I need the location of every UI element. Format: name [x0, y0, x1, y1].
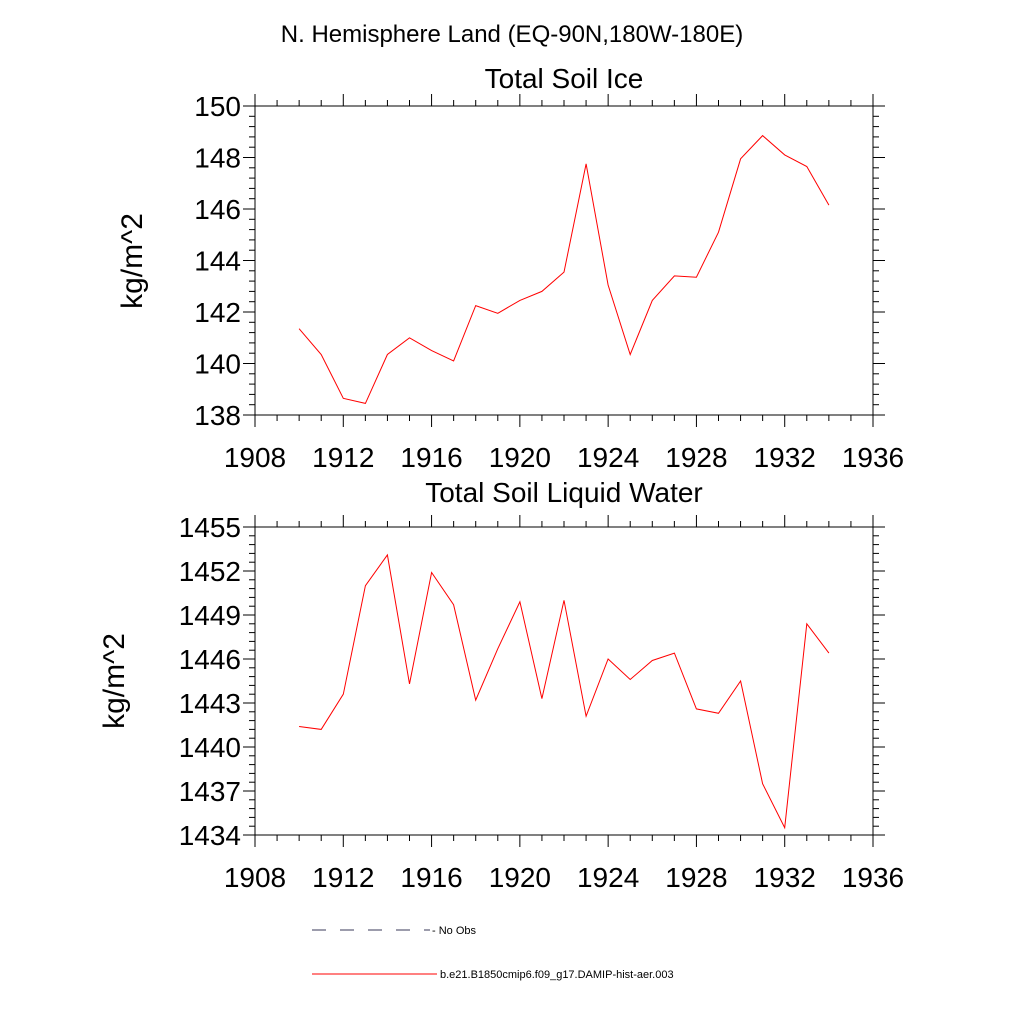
- y-tick-label: 1443: [179, 688, 241, 719]
- x-tick-label: 1908: [224, 862, 286, 893]
- x-tick-label: 1936: [842, 442, 904, 473]
- plot-frame: [254, 526, 874, 836]
- axis-tick-labels: 1908 1912 1916 1920 1924 1928 1932 1936 138 140 14…: [194, 91, 904, 473]
- x-tick-label: 1928: [665, 442, 727, 473]
- panel-total-soil-ice: Total Soil Ice kg/m^2 1908 1912 1916 1920 19…: [116, 63, 904, 473]
- panel-total-soil-liquid-water: Total Soil Liquid Water kg/m^2 1908 1912 1…: [98, 477, 904, 893]
- legend-label-no-obs: - No Obs: [432, 925, 477, 937]
- data-series: [298, 134, 830, 404]
- x-tick-label: 1916: [400, 442, 462, 473]
- x-tick-label: 1924: [577, 442, 639, 473]
- y-tick-label: 142: [194, 297, 241, 328]
- y-tick-label: 1434: [179, 820, 241, 851]
- series-line: [299, 553, 830, 830]
- y-axis-label: kg/m^2: [116, 213, 149, 309]
- y-tick-label: 1452: [179, 556, 241, 587]
- x-tick-label: 1912: [312, 862, 374, 893]
- x-tick-label: 1908: [224, 442, 286, 473]
- plot-frame: [254, 105, 874, 416]
- panel-title: Total Soil Liquid Water: [425, 477, 703, 508]
- x-tick-label: 1932: [754, 442, 816, 473]
- y-tick-label: 1440: [179, 732, 241, 763]
- axis-ticks: [243, 515, 885, 847]
- y-tick-label: 1449: [179, 600, 241, 631]
- figure-supertitle: N. Hemisphere Land (EQ-90N,180W-180E): [281, 21, 743, 48]
- y-tick-label: 1455: [179, 512, 241, 543]
- axis-tick-labels: 1908 1912 1916 1920 1924 1928 1932 1936 1434 1437…: [179, 512, 904, 893]
- x-tick-label: 1912: [312, 442, 374, 473]
- x-tick-label: 1920: [489, 862, 551, 893]
- x-tick-label: 1916: [400, 862, 462, 893]
- x-tick-label: 1932: [754, 862, 816, 893]
- x-tick-label: 1920: [489, 442, 551, 473]
- y-tick-label: 140: [194, 349, 241, 380]
- data-series: [299, 553, 830, 830]
- legend: - No Obs b.e21.B1850cmip6.f09_g17.DAMIP-…: [312, 925, 674, 981]
- y-tick-label: 138: [194, 400, 241, 431]
- axis-ticks: [243, 94, 885, 427]
- y-axis-label: kg/m^2: [98, 633, 131, 729]
- y-tick-label: 146: [194, 194, 241, 225]
- series-line: [298, 134, 830, 404]
- legend-label-model: b.e21.B1850cmip6.f09_g17.DAMIP-hist-aer.…: [440, 969, 674, 981]
- y-tick-label: 144: [194, 246, 241, 277]
- x-tick-label: 1924: [577, 862, 639, 893]
- y-tick-label: 150: [194, 91, 241, 122]
- y-tick-label: 1446: [179, 644, 241, 675]
- x-tick-label: 1928: [665, 862, 727, 893]
- x-tick-label: 1936: [842, 862, 904, 893]
- y-tick-label: 1437: [179, 776, 241, 807]
- y-tick-label: 148: [194, 143, 241, 174]
- panel-title: Total Soil Ice: [485, 63, 644, 94]
